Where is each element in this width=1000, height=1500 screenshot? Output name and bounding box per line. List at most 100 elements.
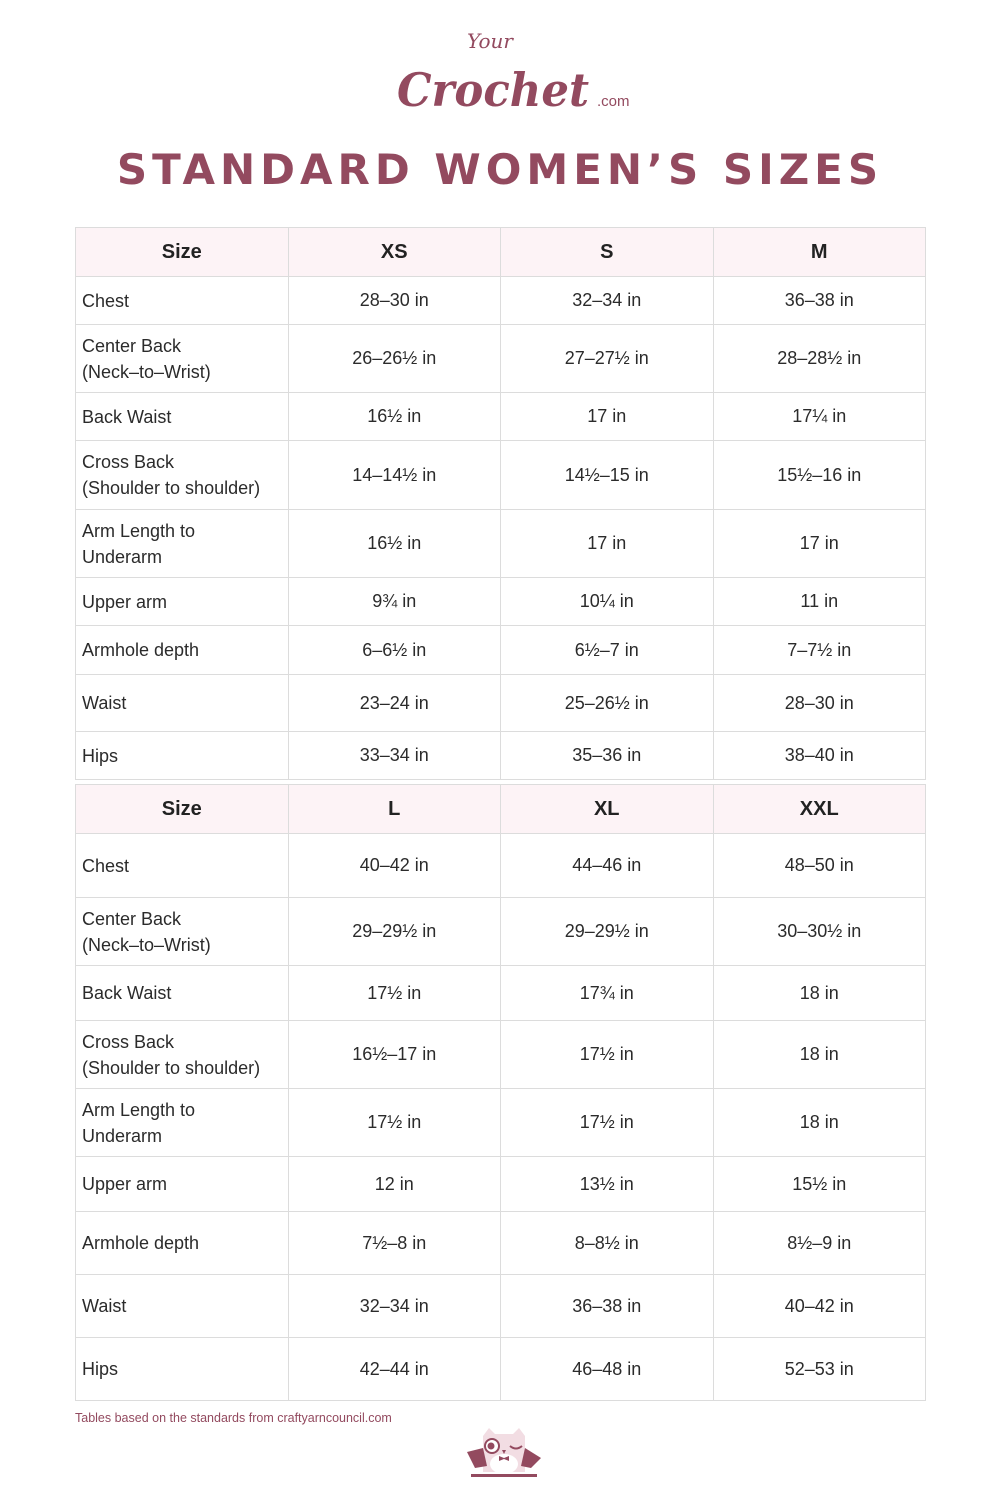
measurement-label: Cross Back (Shoulder to shoulder) bbox=[75, 1020, 289, 1089]
measurement-value: 6–6½ in bbox=[287, 625, 501, 675]
measurement-label-line: Chest bbox=[82, 290, 130, 311]
table-row: Armhole depth 7½–8 in 8–8½ in 8½–9 in bbox=[75, 1211, 926, 1275]
table-row: Center Back (Neck–to–Wrist) 26–26½ in 27–27… bbox=[75, 324, 926, 393]
measurement-value: 17½ in bbox=[287, 1088, 501, 1157]
measurement-value: 15½ in bbox=[712, 1156, 926, 1212]
measurement-value: 16½ in bbox=[287, 509, 501, 578]
measurement-label: Back Waist bbox=[75, 392, 289, 441]
measurement-value: 8–8½ in bbox=[500, 1211, 714, 1275]
content-flow: Size XS S M Chest 28–30 in 32–34 in 36–38 in Cen… bbox=[75, 227, 926, 1484]
measurement-value: 16½–17 in bbox=[287, 1020, 501, 1089]
measurement-value: 16½ in bbox=[287, 392, 501, 441]
column-header: XS bbox=[287, 227, 501, 277]
measurement-label: Arm Length to Underarm bbox=[75, 509, 289, 578]
measurement-value: 28–28½ in bbox=[712, 324, 926, 393]
measurement-value: 10¼ in bbox=[500, 577, 714, 626]
measurement-label-line: (Shoulder to shoulder) bbox=[82, 1057, 261, 1078]
table-row: Upper arm 12 in 13½ in 15½ in bbox=[75, 1156, 926, 1212]
measurement-label-line: Waist bbox=[82, 693, 127, 713]
measurement-value: 38–40 in bbox=[712, 731, 926, 780]
logo-crochet: Crochet bbox=[397, 63, 589, 116]
measurement-value: 28–30 in bbox=[712, 674, 926, 732]
source-footnote: Tables based on the standards from craft… bbox=[75, 1411, 392, 1425]
measurement-label: Waist bbox=[75, 1274, 289, 1338]
page-title: STANDARD WOMEN’S SIZES bbox=[116, 145, 884, 194]
column-header: M bbox=[712, 227, 926, 277]
measurement-value: 27–27½ in bbox=[500, 324, 714, 393]
table-header-row: Size XS S M bbox=[75, 227, 926, 277]
measurement-value: 52–53 in bbox=[712, 1337, 926, 1401]
size-table-xs-m: Size XS S M Chest 28–30 in 32–34 in 36–38 in Cen… bbox=[75, 227, 926, 780]
measurement-label: Center Back (Neck–to–Wrist) bbox=[75, 897, 289, 966]
column-header: XXL bbox=[712, 784, 926, 834]
table-row: Arm Length to Underarm 16½ in 17 in 17 in bbox=[75, 509, 926, 578]
measurement-value: 14–14½ in bbox=[287, 440, 501, 510]
table-row: Center Back (Neck–to–Wrist) 29–29½ in 29–29… bbox=[75, 897, 926, 966]
measurement-label: Center Back (Neck–to–Wrist) bbox=[75, 324, 289, 393]
measurement-label: Armhole depth bbox=[75, 625, 289, 675]
column-header: S bbox=[500, 227, 714, 277]
measurement-value: 17¼ in bbox=[712, 392, 926, 441]
measurement-value: 32–34 in bbox=[287, 1274, 501, 1338]
logo-com: .com bbox=[597, 93, 630, 110]
measurement-value: 17½ in bbox=[287, 965, 501, 1021]
table-row: Chest 40–42 in 44–46 in 48–50 in bbox=[75, 833, 926, 898]
table-header-row: Size L XL XXL bbox=[75, 784, 926, 834]
measurement-value: 14½–15 in bbox=[500, 440, 714, 510]
measurement-value: 9¾ in bbox=[287, 577, 501, 626]
measurement-label-line: Armhole depth bbox=[82, 640, 200, 660]
measurement-label: Hips bbox=[75, 731, 289, 780]
measurement-label: Arm Length to Underarm bbox=[75, 1088, 289, 1157]
measurement-value: 40–42 in bbox=[712, 1274, 926, 1338]
owl-mascot-icon bbox=[467, 1428, 541, 1477]
measurement-value: 18 in bbox=[712, 965, 926, 1021]
table-row: Hips 42–44 in 46–48 in 52–53 in bbox=[75, 1337, 926, 1401]
measurement-label-line: Cross Back bbox=[82, 452, 175, 472]
measurement-value: 17¾ in bbox=[500, 965, 714, 1021]
measurement-value: 33–34 in bbox=[287, 731, 501, 780]
measurement-value: 29–29½ in bbox=[500, 897, 714, 966]
measurement-value: 17 in bbox=[500, 509, 714, 578]
measurement-label-line: Arm Length to bbox=[82, 1099, 196, 1120]
measurement-value: 36–38 in bbox=[712, 276, 926, 325]
table-row: Upper arm 9¾ in 10¼ in 11 in bbox=[75, 577, 926, 626]
measurement-label-line: Upper arm bbox=[82, 591, 168, 612]
measurement-value: 23–24 in bbox=[287, 674, 501, 732]
measurement-label-line: Arm Length to bbox=[82, 520, 196, 541]
measurement-value: 28–30 in bbox=[287, 276, 501, 325]
measurement-label-line: (Neck–to–Wrist) bbox=[82, 934, 211, 955]
measurement-label: Chest bbox=[75, 833, 289, 898]
measurement-label: Armhole depth bbox=[75, 1211, 289, 1275]
measurement-value: 11 in bbox=[712, 577, 926, 626]
measurement-value: 15½–16 in bbox=[712, 440, 926, 510]
measurement-label-line: Cross Back bbox=[82, 1031, 175, 1052]
table-row: Waist 23–24 in 25–26½ in 28–30 in bbox=[75, 674, 926, 732]
measurement-value: 48–50 in bbox=[712, 833, 926, 898]
measurement-value: 40–42 in bbox=[287, 833, 501, 898]
measurement-label-line: Chest bbox=[82, 855, 130, 876]
table-row: Arm Length to Underarm 17½ in 17½ in 18 in bbox=[75, 1088, 926, 1157]
measurement-label-line: (Neck–to–Wrist) bbox=[82, 361, 211, 382]
measurement-label-line: Armhole depth bbox=[82, 1233, 200, 1253]
table-row: Hips 33–34 in 35–36 in 38–40 in bbox=[75, 731, 926, 780]
measurement-label-line: Center Back bbox=[82, 908, 182, 929]
measurement-value: 46–48 in bbox=[500, 1337, 714, 1401]
column-header: L bbox=[287, 784, 501, 834]
measurement-value: 6½–7 in bbox=[500, 625, 714, 675]
measurement-label-line: Center Back bbox=[82, 335, 182, 356]
table-row: Cross Back (Shoulder to shoulder) 16½–17 i… bbox=[75, 1020, 926, 1089]
table-row: Waist 32–34 in 36–38 in 40–42 in bbox=[75, 1274, 926, 1338]
measurement-value: 42–44 in bbox=[287, 1337, 501, 1401]
measurement-value: 17½ in bbox=[500, 1020, 714, 1089]
table-row: Back Waist 17½ in 17¾ in 18 in bbox=[75, 965, 926, 1021]
measurement-value: 35–36 in bbox=[500, 731, 714, 780]
measurement-value: 25–26½ in bbox=[500, 674, 714, 732]
measurement-value: 17½ in bbox=[500, 1088, 714, 1157]
measurement-label-line: Waist bbox=[82, 1296, 127, 1316]
measurement-value: 18 in bbox=[712, 1020, 926, 1089]
measurement-label: Upper arm bbox=[75, 577, 289, 626]
measurement-label-line: (Shoulder to shoulder) bbox=[82, 478, 261, 498]
table-row: Cross Back (Shoulder to shoulder) 14–14½ i… bbox=[75, 440, 926, 510]
measurement-label: Cross Back (Shoulder to shoulder) bbox=[75, 440, 289, 510]
measurement-value: 26–26½ in bbox=[287, 324, 501, 393]
